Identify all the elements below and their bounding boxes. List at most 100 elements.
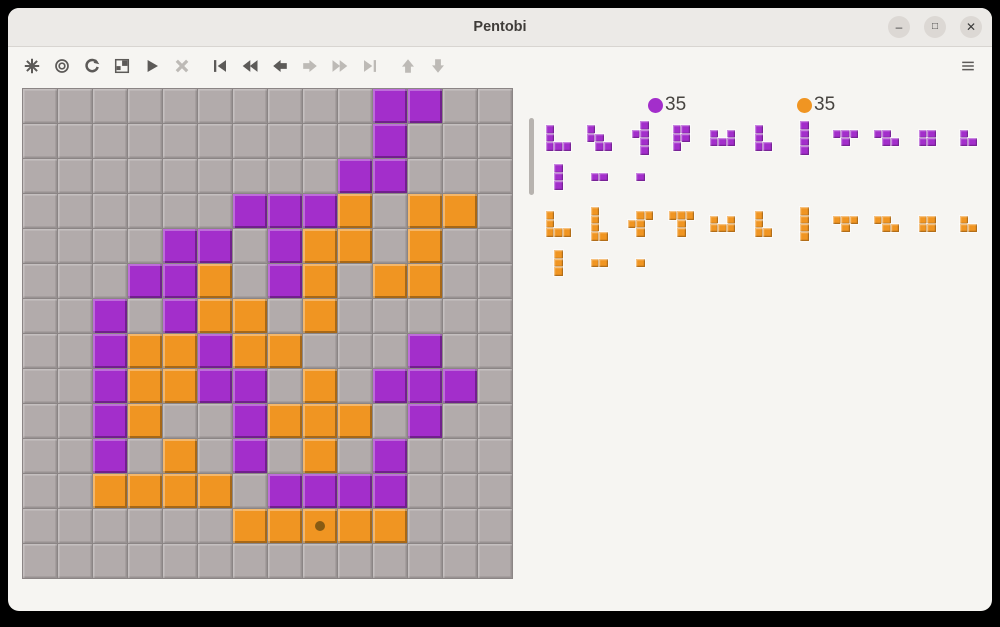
board-cell[interactable] (443, 194, 477, 228)
board-cell[interactable] (373, 124, 407, 158)
board-cell[interactable] (373, 264, 407, 298)
board-cell[interactable] (303, 229, 337, 263)
board-cell[interactable] (128, 544, 162, 578)
board-cell[interactable] (233, 474, 267, 508)
board-cell[interactable] (373, 544, 407, 578)
board-cell[interactable] (233, 369, 267, 403)
board-cell[interactable] (163, 299, 197, 333)
board-cell[interactable] (58, 404, 92, 438)
board-cell[interactable] (93, 509, 127, 543)
board-cell[interactable] (93, 124, 127, 158)
board-cell[interactable] (93, 334, 127, 368)
board-cell[interactable] (58, 264, 92, 298)
piece-orange-U5[interactable] (709, 215, 736, 233)
board-cell[interactable] (303, 194, 337, 228)
board-cell[interactable] (303, 544, 337, 578)
board-cell[interactable] (93, 194, 127, 228)
board-cell[interactable] (23, 194, 57, 228)
board-cell[interactable] (128, 369, 162, 403)
board-cell[interactable] (233, 124, 267, 158)
board-cell[interactable] (408, 509, 442, 543)
board-cell[interactable] (478, 124, 512, 158)
board-cell[interactable] (443, 369, 477, 403)
board-cell[interactable] (23, 159, 57, 193)
piece-orange-I1[interactable] (636, 258, 645, 268)
board-cell[interactable] (163, 369, 197, 403)
board-cell[interactable] (128, 509, 162, 543)
board-cell[interactable] (478, 159, 512, 193)
board-cell[interactable] (23, 299, 57, 333)
board-cell[interactable] (373, 509, 407, 543)
board-cell[interactable] (303, 439, 337, 473)
board-cell[interactable] (128, 194, 162, 228)
board-cell[interactable] (93, 404, 127, 438)
board-cell[interactable] (23, 509, 57, 543)
board-cell[interactable] (303, 299, 337, 333)
piece-purple-I3[interactable] (554, 164, 563, 190)
piece-orange-I2[interactable] (591, 258, 608, 268)
board-cell[interactable] (268, 159, 302, 193)
board-cell[interactable] (268, 194, 302, 228)
board-cell[interactable] (93, 299, 127, 333)
board-cell[interactable] (478, 509, 512, 543)
board-cell[interactable] (128, 474, 162, 508)
toolbar-play-button[interactable] (140, 56, 164, 80)
piece-orange-V5[interactable] (545, 211, 572, 237)
maximize-button[interactable]: □ (924, 16, 946, 38)
board-cell[interactable] (268, 264, 302, 298)
board-cell[interactable] (478, 264, 512, 298)
piece-purple-O4[interactable] (919, 129, 936, 147)
board-cell[interactable] (198, 334, 232, 368)
board-cell[interactable] (163, 509, 197, 543)
board-cell[interactable] (408, 474, 442, 508)
board-cell[interactable] (373, 229, 407, 263)
piece-purple-U5[interactable] (709, 129, 736, 147)
board-cell[interactable] (408, 89, 442, 123)
board-cell[interactable] (408, 404, 442, 438)
board-cell[interactable] (198, 299, 232, 333)
board-cell[interactable] (93, 369, 127, 403)
board-cell[interactable] (198, 159, 232, 193)
board-cell[interactable] (198, 509, 232, 543)
board-cell[interactable] (338, 229, 372, 263)
board-cell[interactable] (268, 334, 302, 368)
titlebar[interactable]: Pentobi – □ ✕ (8, 8, 992, 47)
board-cell[interactable] (338, 159, 372, 193)
board-cell[interactable] (303, 334, 337, 368)
board-cell[interactable] (23, 369, 57, 403)
board-cell[interactable] (338, 124, 372, 158)
board-cell[interactable] (373, 439, 407, 473)
board-cell[interactable] (268, 474, 302, 508)
piece-orange-T4[interactable] (832, 215, 859, 233)
board-cell[interactable] (408, 159, 442, 193)
board-cell[interactable] (443, 159, 477, 193)
board-cell[interactable] (338, 474, 372, 508)
board-cell[interactable] (163, 89, 197, 123)
board-cell[interactable] (128, 439, 162, 473)
board-cell[interactable] (198, 124, 232, 158)
board-cell[interactable] (23, 474, 57, 508)
board-cell[interactable] (58, 159, 92, 193)
board-cell[interactable] (478, 89, 512, 123)
piece-orange-L4[interactable] (755, 211, 772, 237)
piece-purple-S4[interactable] (873, 129, 900, 147)
board-cell[interactable] (233, 159, 267, 193)
piece-purple-P5[interactable] (673, 125, 690, 151)
board-cell[interactable] (373, 159, 407, 193)
piece-purple-T4[interactable] (832, 129, 859, 147)
board-cell[interactable] (93, 89, 127, 123)
minimize-button[interactable]: – (888, 16, 910, 38)
board-cell[interactable] (443, 544, 477, 578)
board-cell[interactable] (128, 404, 162, 438)
toolbar-back-ten-button[interactable] (238, 56, 262, 80)
piece-purple-W5[interactable] (586, 125, 613, 151)
board-cell[interactable] (58, 299, 92, 333)
board-cell[interactable] (373, 334, 407, 368)
piece-purple-I4[interactable] (800, 121, 809, 155)
board-cell[interactable] (58, 509, 92, 543)
board-cell[interactable] (163, 544, 197, 578)
board-cell[interactable] (23, 544, 57, 578)
piece-orange-S4[interactable] (873, 215, 900, 233)
board-cell[interactable] (443, 229, 477, 263)
board-cell[interactable] (268, 124, 302, 158)
